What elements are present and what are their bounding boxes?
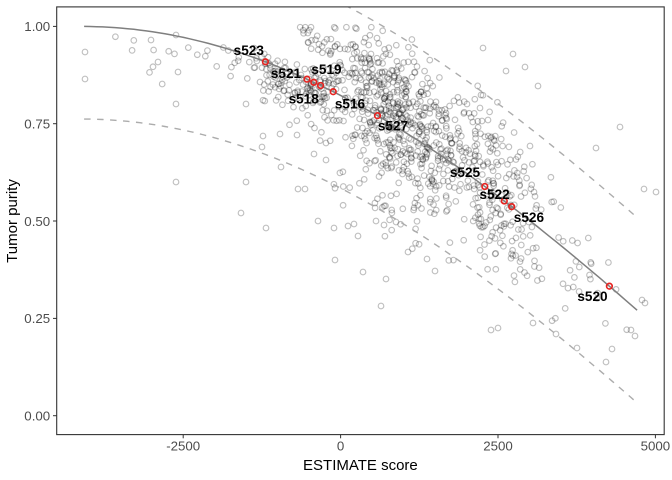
svg-text:0.25: 0.25 (24, 311, 50, 326)
svg-text:-2500: -2500 (166, 439, 200, 454)
svg-text:s525: s525 (450, 165, 481, 180)
svg-text:s527: s527 (378, 119, 408, 134)
svg-text:s521: s521 (271, 66, 302, 81)
svg-text:s518: s518 (289, 91, 320, 106)
svg-text:s519: s519 (311, 62, 342, 77)
svg-text:1.00: 1.00 (24, 19, 50, 34)
svg-text:0.75: 0.75 (24, 117, 50, 132)
svg-text:s516: s516 (335, 97, 366, 112)
svg-text:0.00: 0.00 (24, 409, 50, 424)
svg-text:s520: s520 (577, 289, 607, 304)
svg-text:Tumor purity: Tumor purity (4, 179, 21, 263)
svg-text:0.50: 0.50 (24, 214, 50, 229)
svg-text:2500: 2500 (483, 439, 513, 454)
svg-text:s522: s522 (479, 187, 510, 202)
svg-text:0: 0 (337, 439, 344, 454)
svg-text:ESTIMATE score: ESTIMATE score (303, 457, 418, 474)
svg-text:s526: s526 (514, 210, 545, 225)
svg-text:5000: 5000 (641, 439, 671, 454)
svg-text:s523: s523 (234, 43, 265, 58)
